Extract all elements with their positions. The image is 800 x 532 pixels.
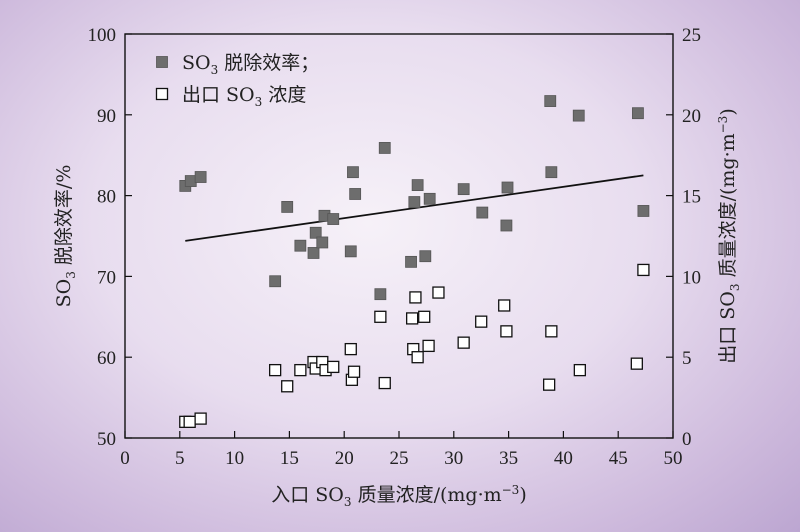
point-filled-square (411, 179, 424, 191)
point-filled-square (309, 226, 322, 239)
point-filled-square (544, 95, 557, 107)
point-open-square (545, 325, 558, 338)
point-open-square (347, 365, 361, 378)
y-right-axis-label: 出口 SO3 质量浓度/(mg·m−3) (716, 108, 742, 364)
x-tick-label: 35 (499, 448, 518, 469)
y-right-tick-label: 5 (682, 348, 692, 369)
point-open-square (457, 336, 470, 349)
point-filled-square (294, 239, 307, 252)
point-filled-square (572, 109, 585, 122)
point-filled-square (405, 255, 417, 268)
point-open-square (281, 380, 294, 393)
y-left-tick-label: 80 (97, 187, 116, 208)
x-tick-label: 5 (175, 448, 185, 469)
point-open-square (498, 299, 511, 312)
point-filled-square (545, 166, 558, 179)
point-open-square (294, 363, 307, 377)
point-open-square (194, 412, 207, 425)
point-open-square (573, 363, 586, 377)
point-filled-square (349, 188, 362, 200)
point-open-square (475, 315, 488, 328)
trendline (185, 174, 644, 242)
point-open-square (269, 363, 282, 377)
y-left-tick-label: 70 (97, 267, 116, 288)
point-filled-square (419, 250, 432, 263)
point-open-square (500, 325, 513, 338)
series-removal-efficiency (179, 95, 650, 301)
point-open-square (418, 310, 431, 323)
x-tick-label: 10 (225, 448, 244, 469)
point-filled-square (378, 142, 391, 154)
series-layer (179, 95, 650, 428)
point-open-square (422, 339, 435, 353)
point-filled-square (501, 181, 514, 194)
point-filled-square (423, 192, 436, 205)
trendline-layer (185, 174, 644, 242)
point-filled-square (347, 166, 359, 179)
x-tick-label: 45 (609, 448, 628, 469)
point-open-square (378, 376, 391, 390)
x-tick-label: 15 (280, 448, 299, 469)
point-open-square (374, 310, 387, 323)
series-outlet-concentration (179, 263, 650, 428)
point-open-square (411, 351, 424, 364)
y-left-tick-label: 90 (97, 106, 116, 127)
legend-label-efficiency: SO3 脱除效率； (182, 52, 319, 77)
point-filled-square (184, 175, 197, 187)
x-tick-label: 30 (444, 448, 463, 469)
point-filled-square (457, 183, 470, 196)
point-filled-square (316, 236, 329, 249)
point-filled-square (307, 247, 320, 259)
y-left-axis-label: SO3 脱除效率/% (53, 165, 78, 308)
point-open-square (183, 415, 196, 428)
legend-marker-filled (156, 56, 168, 68)
y-left-tick-label: 100 (88, 25, 117, 46)
y-left-tick-label: 60 (97, 348, 116, 369)
x-tick-label: 50 (664, 448, 683, 469)
point-filled-square (632, 107, 644, 120)
point-open-square (543, 378, 556, 391)
point-filled-square (194, 171, 207, 183)
point-open-square (344, 342, 357, 356)
point-filled-square (476, 206, 489, 219)
x-tick-label: 0 (120, 448, 130, 469)
point-filled-square (500, 219, 513, 232)
x-tick-label: 20 (335, 448, 354, 469)
point-open-square (409, 291, 422, 304)
point-filled-square (327, 213, 340, 225)
point-filled-square (269, 275, 282, 288)
x-axis-label: 入口 SO3 质量浓度/(mg·m−3) (271, 483, 527, 509)
y-right-tick-label: 15 (682, 187, 701, 208)
point-open-square (406, 312, 419, 325)
axis-labels: 入口 SO3 质量浓度/(mg·m−3) SO3 脱除效率/% 出口 SO3 质量浓… (53, 108, 742, 509)
y-right-tick-label: 10 (682, 267, 701, 288)
x-tick-label: 40 (554, 448, 573, 469)
y-left-tick-label: 50 (97, 429, 116, 450)
point-filled-square (281, 201, 294, 213)
legend: SO3 脱除效率； 出口 SO3 浓度 (155, 52, 319, 109)
x-tick-label: 25 (390, 448, 409, 469)
legend-marker-open (155, 87, 169, 101)
point-filled-square (408, 196, 421, 208)
point-open-square (432, 286, 445, 299)
point-filled-square (374, 288, 387, 301)
y-right-tick-label: 25 (682, 25, 701, 46)
y-right-tick-label: 20 (682, 106, 701, 127)
point-filled-square (344, 245, 357, 258)
legend-label-outlet: 出口 SO3 浓度 (182, 84, 306, 109)
point-open-square (327, 360, 340, 374)
point-open-square (637, 263, 650, 277)
y-right-tick-label: 0 (682, 429, 692, 450)
axes-layer: 0 5 10 15 20 25 30 35 40 45 50 50 60 70 80 90 100 0 5 10 15 2… (88, 25, 702, 469)
point-filled-square (637, 205, 650, 217)
point-open-square (630, 357, 643, 370)
